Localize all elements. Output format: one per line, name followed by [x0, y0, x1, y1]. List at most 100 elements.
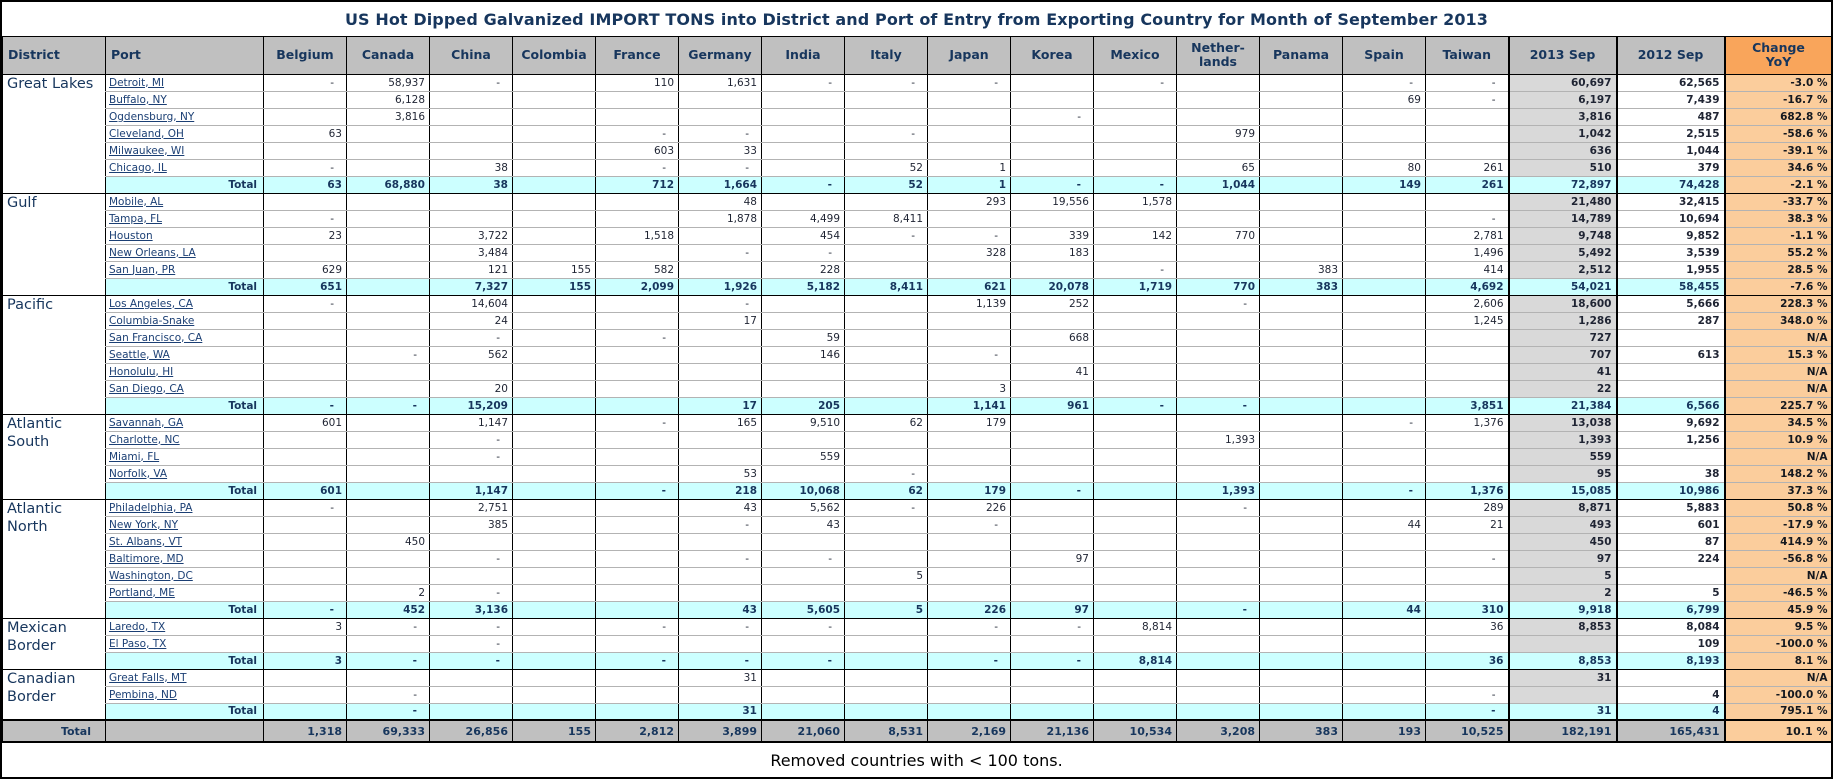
total-cell-korea: -: [1010, 652, 1094, 670]
cell-sep2013: 1,286: [1507, 312, 1617, 330]
port-link[interactable]: Baltimore, MD: [109, 552, 184, 565]
port-link[interactable]: Portland, ME: [109, 586, 175, 599]
cell-italy: [844, 363, 928, 381]
cell-germany: [678, 533, 762, 551]
cell-sep2013: 18,600: [1507, 295, 1617, 313]
district-total-label: Total: [105, 601, 264, 619]
port-link[interactable]: Milwaukee, WI: [109, 144, 185, 157]
district-total-label: Total: [105, 652, 264, 670]
port-link[interactable]: Los Angeles, CA: [109, 297, 193, 310]
port-link[interactable]: Great Falls, MT: [109, 671, 187, 684]
cell-change: 148.2 %: [1723, 465, 1831, 483]
port-link[interactable]: New Orleans, LA: [109, 246, 196, 259]
port-link[interactable]: Detroit, MI: [109, 76, 165, 89]
port-link[interactable]: Chicago, IL: [109, 161, 167, 174]
total-cell-canada: [346, 278, 430, 296]
cell-india: 146: [761, 346, 845, 364]
cell-netherlands: [1176, 210, 1260, 228]
port-link[interactable]: Norfolk, VA: [109, 467, 168, 480]
port-link[interactable]: Miami, FL: [109, 450, 160, 463]
cell-italy: 52: [844, 159, 928, 177]
cell-india: [761, 533, 845, 551]
cell-mexico: [1093, 108, 1177, 126]
total-cell-france: -: [595, 652, 679, 670]
cell-india: [761, 635, 845, 653]
cell-canada: [346, 669, 430, 687]
district-total-label: Total: [105, 703, 264, 721]
cell-colombia: [512, 669, 596, 687]
port-link[interactable]: Columbia-Snake: [109, 314, 195, 327]
total-cell-india: 205: [761, 397, 845, 415]
port-link[interactable]: Cleveland, OH: [109, 127, 184, 140]
cell-taiwan: 36: [1425, 618, 1509, 636]
district-cell: Great Lakes: [2, 74, 106, 194]
cell-italy: 5: [844, 567, 928, 585]
cell-france: -: [595, 159, 679, 177]
cell-india: 5,562: [761, 499, 845, 517]
cell-change: 38.3 %: [1723, 210, 1831, 228]
port-link[interactable]: El Paso, TX: [109, 637, 167, 650]
cell-change: N/A: [1723, 567, 1831, 585]
grand-cell-germany: 3,899: [678, 719, 762, 743]
cell-italy: -: [844, 74, 928, 92]
port-link[interactable]: Philadelphia, PA: [109, 501, 193, 514]
cell-germany: [678, 380, 762, 398]
cell-sep2012: 224: [1615, 550, 1725, 568]
cell-china: 562: [429, 346, 513, 364]
cell-change: N/A: [1723, 363, 1831, 381]
port-link[interactable]: Laredo, TX: [109, 620, 166, 633]
cell-sep2012: [1615, 380, 1725, 398]
port-link[interactable]: Pembina, ND: [109, 688, 177, 701]
district-group: Atlantic North Philadelphia, PA -2,751 43 5,…: [2, 499, 1831, 619]
port-link[interactable]: Honolulu, HI: [109, 365, 174, 378]
cell-panama: [1259, 312, 1343, 330]
total-cell-germany: 1,926: [678, 278, 762, 296]
port-link[interactable]: Ogdensburg, NY: [109, 110, 195, 123]
total-cell-panama: [1259, 601, 1343, 619]
cell-sep2013: 707: [1507, 346, 1617, 364]
cell-india: [761, 380, 845, 398]
cell-canada: [346, 414, 430, 432]
cell-germany: -: [678, 295, 762, 313]
port-link[interactable]: Mobile, AL: [109, 195, 164, 208]
cell-india: -: [761, 618, 845, 636]
total-cell-canada: -: [346, 397, 430, 415]
cell-germany: -: [678, 159, 762, 177]
col-header-sep2013: 2013 Sep: [1507, 37, 1617, 75]
port-link[interactable]: New York, NY: [109, 518, 179, 531]
total-cell-change: 45.9 %: [1723, 601, 1831, 619]
port-link[interactable]: Houston: [109, 229, 153, 242]
port-link[interactable]: San Diego, CA: [109, 382, 184, 395]
cell-canada: [346, 295, 430, 313]
port-link[interactable]: San Juan, PR: [109, 263, 176, 276]
port-cell: Great Falls, MT: [105, 669, 264, 687]
port-link[interactable]: Tampa, FL: [109, 212, 163, 225]
port-row: Norfolk, VA 53 - 95 38 148.2 %: [3, 465, 1831, 483]
cell-mexico: [1093, 448, 1177, 466]
district-total-row: Total -31-31 4 795.1 %: [3, 703, 1831, 721]
cell-sep2013: 493: [1507, 516, 1617, 534]
cell-taiwan: [1425, 125, 1509, 143]
col-header-mexico: Mexico: [1093, 37, 1177, 75]
port-link[interactable]: Charlotte, NC: [109, 433, 180, 446]
port-link[interactable]: Seattle, WA: [109, 348, 170, 361]
port-link[interactable]: Savannah, GA: [109, 416, 184, 429]
port-link[interactable]: San Francisco, CA: [109, 331, 203, 344]
cell-italy: [844, 533, 928, 551]
port-link[interactable]: St. Albans, VT: [109, 535, 183, 548]
col-header-korea: Korea: [1010, 37, 1094, 75]
cell-italy: [844, 295, 928, 313]
cell-spain: [1342, 125, 1426, 143]
cell-italy: -: [844, 499, 928, 517]
total-cell-sep2012: 10,986: [1615, 482, 1725, 500]
cell-japan: [927, 329, 1011, 347]
cell-india: [761, 142, 845, 160]
cell-canada: [346, 261, 430, 279]
cell-mexico: 8,814: [1093, 618, 1177, 636]
cell-taiwan: [1425, 635, 1509, 653]
port-link[interactable]: Washington, DC: [109, 569, 193, 582]
port-link[interactable]: Buffalo, NY: [109, 93, 167, 106]
cell-germany: 1,878: [678, 210, 762, 228]
cell-colombia: [512, 516, 596, 534]
cell-korea: -: [1010, 108, 1094, 126]
